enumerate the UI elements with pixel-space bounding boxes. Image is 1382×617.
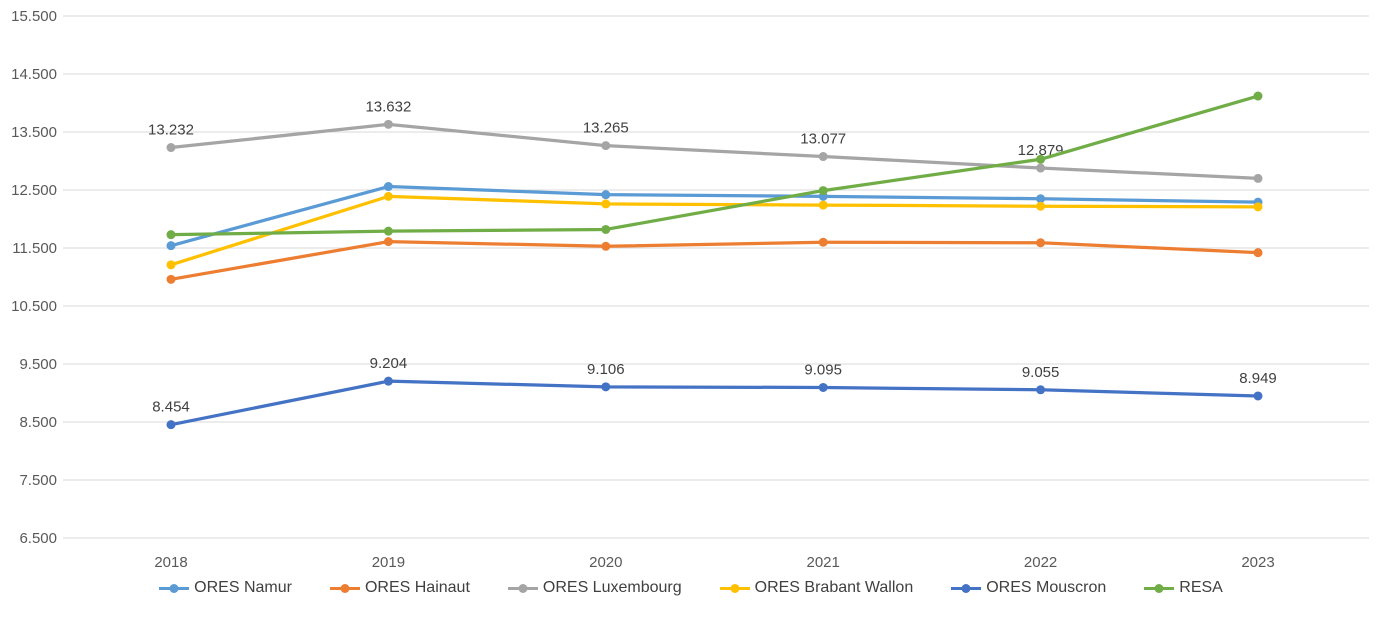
- x-axis-tick-label: 2019: [372, 554, 405, 571]
- y-axis-tick-label: 7.500: [19, 472, 57, 489]
- data-point-ores-hainaut: [1253, 248, 1263, 258]
- data-label-ores-mouscron: 9.095: [804, 361, 842, 378]
- y-axis-tick-label: 10.500: [11, 298, 57, 315]
- series-line-ores-luxembourg: [169, 122, 1260, 181]
- legend-item-ores-hainaut[interactable]: ORES Hainaut: [329, 579, 470, 597]
- series-line-ores-namur: [169, 184, 1260, 248]
- data-point-ores-hainaut: [1036, 238, 1046, 248]
- series-line-resa: [169, 94, 1260, 237]
- y-axis-tick-label: 12.500: [11, 182, 57, 199]
- data-point-ores-namur: [601, 190, 611, 200]
- data-point-ores-mouscron: [383, 376, 393, 386]
- data-label-ores-luxembourg: 13.265: [583, 120, 629, 137]
- data-point-ores-luxembourg: [1253, 173, 1263, 183]
- legend-label: ORES Namur: [194, 579, 292, 596]
- data-point-ores-mouscron: [1253, 391, 1263, 401]
- legend-marker-icon: [329, 583, 360, 593]
- data-point-ores-brabant-wallon: [166, 260, 176, 270]
- y-axis-tick-label: 9.500: [19, 356, 57, 373]
- data-point-ores-brabant-wallon: [601, 199, 611, 209]
- data-point-ores-mouscron: [818, 382, 828, 392]
- data-label-ores-mouscron: 8.454: [152, 399, 190, 416]
- data-point-resa: [601, 224, 611, 234]
- y-axis-tick-label: 14.500: [11, 66, 57, 83]
- data-point-ores-hainaut: [166, 274, 176, 284]
- y-axis-tick-label: 13.500: [11, 124, 57, 141]
- data-point-ores-brabant-wallon: [818, 200, 828, 210]
- y-axis-tick-label: 11.500: [12, 240, 57, 257]
- legend-marker-icon: [159, 583, 190, 593]
- legend-item-resa[interactable]: RESA: [1144, 579, 1223, 597]
- series-line-ores-hainaut: [169, 239, 1260, 281]
- data-label-ores-luxembourg: 13.232: [148, 122, 194, 139]
- legend-label: ORES Mouscron: [986, 579, 1107, 596]
- legend-marker-icon: [507, 583, 538, 593]
- data-point-ores-brabant-wallon: [1036, 201, 1046, 211]
- data-point-ores-luxembourg: [818, 152, 828, 162]
- data-label-ores-luxembourg: 13.632: [365, 98, 411, 115]
- data-point-ores-luxembourg: [383, 119, 393, 129]
- legend-item-ores-luxembourg[interactable]: ORES Luxembourg: [507, 579, 682, 597]
- data-point-ores-brabant-wallon: [383, 191, 393, 201]
- data-label-ores-mouscron: 9.055: [1022, 364, 1060, 381]
- x-axis-tick-label: 2020: [589, 554, 622, 571]
- data-point-ores-mouscron: [166, 420, 176, 430]
- data-point-ores-mouscron: [1036, 385, 1046, 395]
- legend-item-ores-mouscron[interactable]: ORES Mouscron: [951, 579, 1106, 597]
- data-label-ores-mouscron: 8.949: [1239, 370, 1277, 387]
- data-point-ores-luxembourg: [601, 141, 611, 151]
- data-point-ores-mouscron: [601, 382, 611, 392]
- data-point-ores-luxembourg: [166, 143, 176, 153]
- data-point-ores-hainaut: [383, 237, 393, 247]
- legend-label: ORES Hainaut: [364, 579, 470, 596]
- series-line-ores-mouscron: [169, 379, 1260, 427]
- data-label-ores-mouscron: 9.106: [587, 361, 625, 378]
- chart-legend: ORES Namur ORES Hainaut ORES Luxembourg ORE…: [0, 579, 1382, 597]
- data-point-resa: [818, 186, 828, 196]
- x-axis-tick-label: 2018: [154, 554, 187, 571]
- legend-label: ORES Luxembourg: [542, 579, 682, 596]
- data-point-ores-hainaut: [601, 241, 611, 251]
- legend-label: RESA: [1179, 579, 1223, 596]
- legend-marker-icon: [1144, 583, 1175, 593]
- data-point-resa: [1253, 91, 1263, 101]
- data-point-resa: [1036, 154, 1046, 164]
- legend-marker-icon: [951, 583, 982, 593]
- legend-item-ores-brabant-wallon[interactable]: ORES Brabant Wallon: [719, 579, 914, 597]
- data-label-ores-luxembourg: 13.077: [800, 131, 846, 148]
- data-point-resa: [383, 226, 393, 236]
- data-point-ores-luxembourg: [1036, 163, 1046, 173]
- x-axis-tick-label: 2021: [807, 554, 840, 571]
- y-axis-tick-label: 8.500: [19, 414, 57, 431]
- data-point-ores-namur: [166, 241, 176, 251]
- legend-marker-icon: [719, 583, 750, 593]
- legend-item-ores-namur[interactable]: ORES Namur: [159, 579, 292, 597]
- legend-label: ORES Brabant Wallon: [754, 579, 914, 596]
- data-point-ores-brabant-wallon: [1253, 202, 1263, 212]
- x-axis-tick-label: 2022: [1024, 554, 1057, 571]
- y-axis-tick-label: 6.500: [19, 530, 57, 547]
- x-axis-tick-label: 2023: [1241, 554, 1274, 571]
- data-label-ores-mouscron: 9.204: [370, 355, 408, 372]
- data-point-ores-namur: [383, 182, 393, 192]
- data-point-ores-hainaut: [818, 237, 828, 247]
- data-point-resa: [166, 230, 176, 240]
- series-line-ores-brabant-wallon: [169, 194, 1260, 267]
- data-point-ores-namur: [1036, 194, 1046, 204]
- y-axis-tick-label: 15.500: [11, 8, 57, 25]
